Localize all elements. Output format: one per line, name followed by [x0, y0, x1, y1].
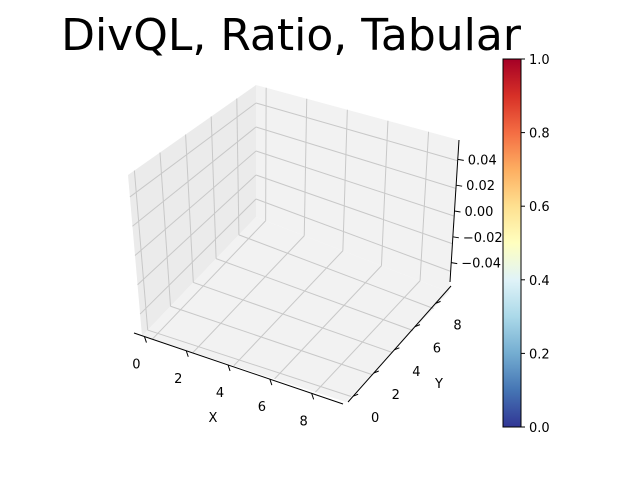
z-tick-mark	[451, 262, 458, 265]
grid-line-x	[233, 250, 344, 367]
colorbar-tick-label: 0.6	[529, 200, 550, 215]
colorbar-gradient	[502, 58, 522, 428]
grid-line-z-back	[255, 174, 453, 245]
left-pane	[128, 85, 256, 336]
colorbar-tick-label: 1.0	[529, 53, 550, 68]
x-tick-mark	[143, 336, 147, 343]
grid-line-y	[193, 281, 393, 353]
y-tick-label: 6	[433, 342, 441, 357]
y-axis-line	[347, 285, 452, 403]
colorbar-tick-label: 0.2	[529, 347, 550, 362]
grid-line-z-left	[134, 150, 257, 256]
y-tick-label: 8	[453, 318, 461, 333]
colorbar: 0.0 0.2 0.4 0.6 0.8 1.0	[502, 53, 550, 436]
z-tick-mark	[452, 236, 459, 239]
y-tick-mark	[373, 370, 379, 374]
grid-line-x	[151, 220, 267, 340]
y-tick-label: 2	[392, 388, 400, 403]
z-axis-ticks: 0.04 0.02 0.00 −0.02 −0.04	[451, 153, 503, 272]
y-tick-mark	[414, 324, 421, 328]
z-tick-label: 0.00	[465, 205, 494, 220]
grid-line-z-left	[132, 126, 257, 227]
colorbar-tick-label: 0.8	[529, 127, 550, 142]
x-tick-mark	[311, 393, 315, 400]
z-tick-label: −0.02	[463, 231, 503, 246]
x-tick-label: 4	[216, 386, 224, 401]
z-tick-label: 0.02	[466, 179, 495, 194]
grid-line-z-back	[255, 150, 455, 217]
chart-title: DivQL, Ratio, Tabular	[61, 10, 522, 61]
grid-line-x	[315, 280, 421, 393]
x-axis-line	[133, 332, 344, 405]
grid-line-z-left	[129, 102, 257, 198]
grid-line-z-back	[255, 102, 458, 162]
colorbar-ticks: 0.0 0.2 0.4 0.6 0.8 1.0	[521, 53, 550, 436]
z-tick-label: 0.04	[468, 153, 497, 168]
y-axis-label: Y	[434, 377, 443, 392]
grid-line-y	[147, 329, 352, 397]
x-tick-mark	[227, 364, 231, 372]
z-tick-mark	[456, 184, 463, 187]
grid-line-y	[215, 258, 414, 331]
y-tick-mark	[394, 347, 400, 351]
z-tick-label: −0.04	[461, 257, 501, 272]
grid-line-z-back	[255, 198, 451, 272]
grid-line-z-back	[255, 126, 456, 189]
grid-line-z-left	[139, 198, 257, 315]
colorbar-tick-label: 0.0	[529, 421, 550, 436]
y-tick-label: 4	[412, 365, 420, 380]
back-pane	[256, 85, 459, 292]
grid-line-y	[170, 305, 372, 375]
y-tick-label: 0	[371, 411, 379, 426]
z-tick-mark	[454, 210, 461, 213]
grid-line-z-left	[137, 174, 257, 286]
x-axis-label: X	[209, 411, 218, 426]
x-tick-mark	[269, 378, 273, 386]
y-tick-mark	[435, 300, 441, 304]
grid-line-x	[192, 235, 305, 353]
x-axis-ticks: 0 2 4 6 8	[132, 336, 315, 429]
y-tick-mark	[352, 393, 359, 397]
x-tick-label: 2	[174, 372, 182, 387]
floor-pane	[142, 217, 449, 402]
grid-line-y	[238, 234, 434, 309]
colorbar-tick-label: 0.4	[529, 274, 550, 289]
z-tick-mark	[457, 158, 464, 161]
grid-line-x	[274, 265, 382, 380]
x-tick-label: 6	[258, 400, 266, 415]
x-tick-label: 0	[132, 358, 140, 373]
x-tick-mark	[185, 350, 189, 357]
x-tick-label: 8	[300, 414, 308, 429]
grid-lines	[129, 87, 458, 397]
